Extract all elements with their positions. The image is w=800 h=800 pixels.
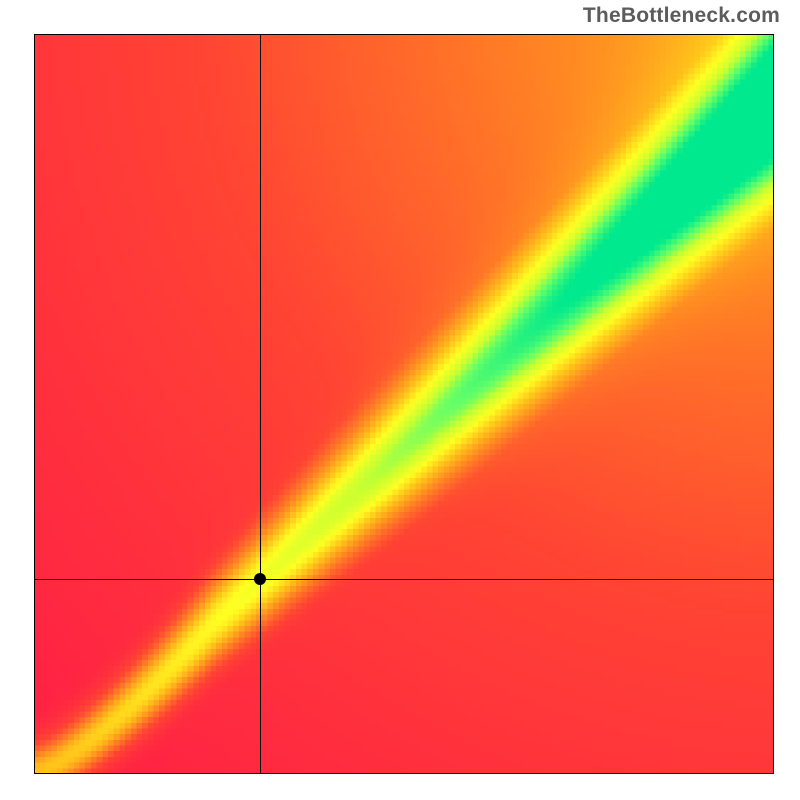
crosshair-vertical	[260, 34, 261, 774]
plot-border	[34, 34, 774, 774]
crosshair-horizontal	[34, 579, 774, 580]
crosshair-dot	[254, 573, 266, 585]
attribution-text: TheBottleneck.com	[583, 4, 780, 28]
